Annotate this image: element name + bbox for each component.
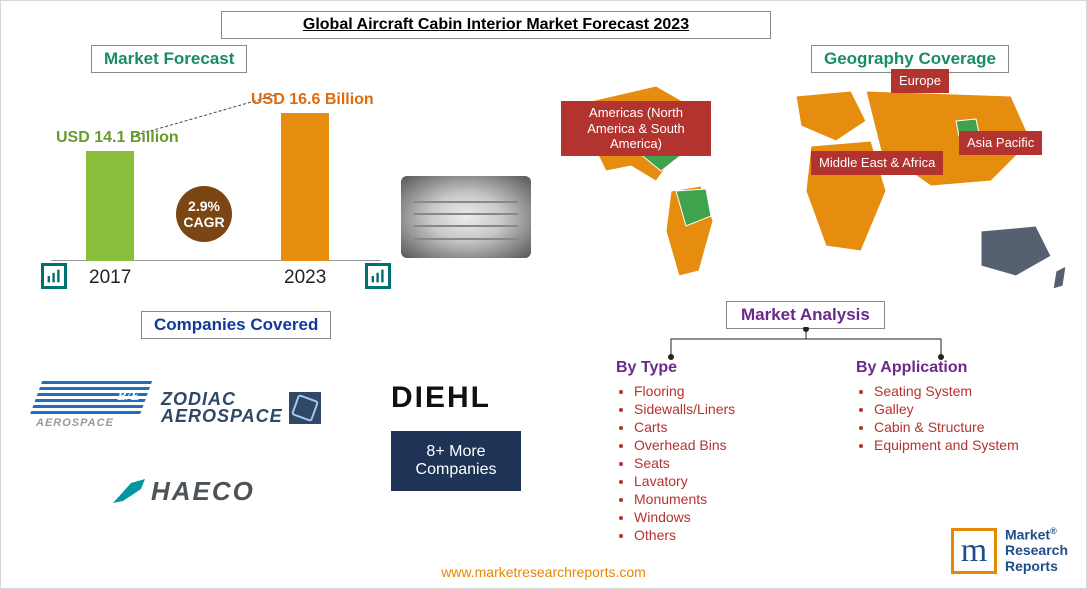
by-type-item: Others — [634, 527, 735, 543]
by-app-item: Galley — [874, 401, 1019, 417]
footer-logo: m Market® Research Reports — [951, 527, 1068, 574]
logo-be-line1: B/E — [117, 389, 140, 405]
bar-chart-icon — [41, 263, 67, 289]
branch-connector — [651, 327, 961, 362]
logo-zodiac-text: ZODIAC AEROSPACE — [161, 391, 283, 425]
by-app-item: Seating System — [874, 383, 1019, 399]
market-analysis-section: Market Analysis By Type FlooringSidewall… — [561, 301, 1061, 329]
footer-logo-letter: m — [951, 528, 997, 574]
forecast-bar-label: USD 16.6 Billion — [251, 91, 374, 109]
forecast-bar — [281, 113, 329, 261]
cagr-label: CAGR — [183, 214, 224, 230]
by-type-item: Lavatory — [634, 473, 735, 489]
title-text: Global Aircraft Cabin Interior Market Fo… — [303, 16, 689, 33]
region-tag: Middle East & Africa — [811, 151, 943, 175]
by-type-item: Sidewalls/Liners — [634, 401, 735, 417]
cagr-value: 2.9% — [188, 198, 220, 214]
aircraft-cabin-image — [401, 176, 531, 258]
market-analysis-label: Market Analysis — [726, 301, 885, 329]
region-tag: Asia Pacific — [959, 131, 1042, 155]
logo-haeco-text: HAECO — [151, 476, 255, 507]
forecast-year-label: 2017 — [89, 267, 131, 289]
logo-diehl: DIEHL — [391, 381, 491, 415]
footer-logo-text: Market® Research Reports — [1005, 527, 1068, 574]
region-tag: Europe — [891, 69, 949, 93]
companies-section: B/E AEROSPACE ZODIAC AEROSPACE DIEHL HAE… — [31, 341, 531, 571]
logo-be-aerospace: B/E AEROSPACE — [36, 381, 146, 429]
more-companies-box: 8+ More Companies — [391, 431, 521, 491]
page-title: Global Aircraft Cabin Interior Market Fo… — [221, 11, 771, 39]
by-type-item: Monuments — [634, 491, 735, 507]
website-url: www.marketresearchreports.com — [1, 564, 1086, 580]
forecast-bar-label: USD 14.1 Billion — [56, 129, 179, 147]
by-app-item: Equipment and System — [874, 437, 1019, 453]
companies-covered-label: Companies Covered — [141, 311, 331, 339]
bar-chart-icon — [365, 263, 391, 289]
by-type-item: Seats — [634, 455, 735, 471]
haeco-wing-icon — [111, 477, 147, 507]
forecast-year-label: 2023 — [284, 267, 326, 289]
logo-haeco: HAECO — [111, 476, 255, 507]
by-type-title: By Type — [616, 359, 735, 377]
by-type-column: By Type Flooring Sidewalls/Liners Carts Ove… — [616, 359, 735, 545]
by-type-item: Overhead Bins — [634, 437, 735, 453]
forecast-bar — [86, 151, 134, 261]
by-app-list: Seating System Galley Cabin & Structure Equ… — [856, 383, 1019, 453]
logo-zodiac-aerospace: ZODIAC AEROSPACE — [161, 391, 321, 425]
cagr-badge: 2.9% CAGR — [176, 186, 232, 242]
region-tag: Americas (North America & South America) — [561, 101, 711, 156]
by-app-title: By Application — [856, 359, 1019, 377]
by-type-item: Carts — [634, 419, 735, 435]
by-type-list: Flooring Sidewalls/Liners Carts Overhead Bi… — [616, 383, 735, 543]
by-type-item: Windows — [634, 509, 735, 525]
by-type-item: Flooring — [634, 383, 735, 399]
forecast-bar-chart: 2.9% CAGR USD 14.1 Billion 2017 USD 16.6 B… — [31, 81, 401, 291]
by-application-column: By Application Seating System Galley Cabin… — [856, 359, 1019, 455]
market-forecast-label: Market Forecast — [91, 45, 247, 73]
by-app-item: Cabin & Structure — [874, 419, 1019, 435]
logo-be-line2: AEROSPACE — [36, 417, 146, 429]
zodiac-square-icon — [289, 392, 321, 424]
